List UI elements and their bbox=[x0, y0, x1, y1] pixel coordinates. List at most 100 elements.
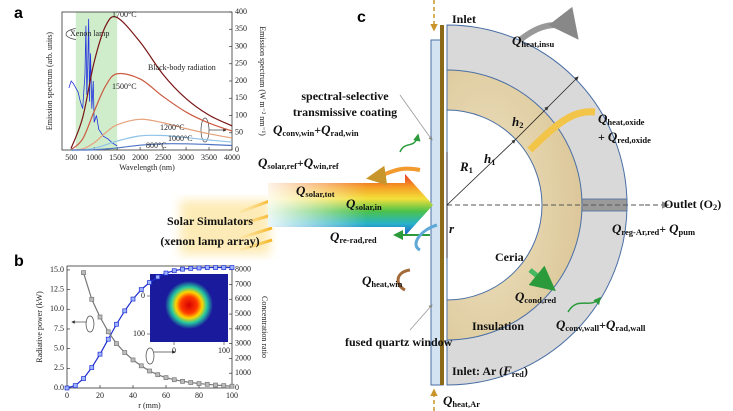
x-tick-label: 1500 bbox=[109, 153, 125, 162]
data-point bbox=[82, 377, 86, 381]
label-part: cond,red bbox=[524, 295, 556, 305]
data-point bbox=[82, 271, 86, 275]
figure: abc5001000150020002500300035004000050100… bbox=[0, 0, 733, 411]
data-point bbox=[172, 269, 176, 273]
x-tick-label: 500 bbox=[65, 153, 77, 162]
diagram-label: Qheat,win bbox=[362, 273, 403, 289]
data-point bbox=[214, 383, 218, 387]
diagram-label: + Qred,oxide bbox=[598, 129, 651, 145]
data-point bbox=[205, 266, 209, 270]
diagram-label: Outlet (O2) bbox=[664, 197, 721, 212]
y2-axis-label: Concentration ratio bbox=[260, 296, 269, 358]
reactor bbox=[180, 0, 668, 411]
win-arrow bbox=[400, 135, 418, 152]
data-point bbox=[90, 366, 94, 370]
label-part: h bbox=[484, 151, 491, 166]
y2-axis-label: Emission spectrum (W m⁻² nm⁻¹) bbox=[258, 26, 267, 136]
diagram-label: spectral-selective bbox=[301, 89, 389, 103]
label-part: red,oxide bbox=[617, 135, 651, 145]
label-part: ) bbox=[524, 364, 528, 378]
x-tick-label: 20 bbox=[96, 391, 104, 400]
y-tick-label: 10.0 bbox=[50, 304, 64, 313]
x-tick-label: 80 bbox=[195, 391, 203, 400]
y2-tick-label: 150 bbox=[235, 93, 247, 102]
label-part: solar,tot bbox=[305, 189, 334, 199]
y2-tick-label: 250 bbox=[235, 59, 247, 68]
label-part: 1 bbox=[491, 157, 495, 167]
data-point bbox=[197, 266, 201, 270]
x-axis-label: r (mm) bbox=[138, 401, 161, 410]
x-tick-label: 40 bbox=[129, 391, 137, 400]
data-point bbox=[181, 267, 185, 271]
data-point bbox=[164, 271, 168, 275]
label-part: red bbox=[512, 369, 524, 379]
y2-tick-label: 1000 bbox=[235, 368, 251, 377]
x-tick-label: 0 bbox=[65, 391, 69, 400]
y-tick-label: 12.5 bbox=[50, 284, 64, 293]
y-tick-label: 15.0 bbox=[50, 265, 64, 274]
label-part: transmissive coating bbox=[293, 105, 397, 119]
diagram-label: Insulation bbox=[472, 319, 524, 333]
series-label: 1200°C bbox=[160, 123, 185, 132]
series-label: 1700°C bbox=[112, 10, 137, 19]
data-point bbox=[98, 352, 102, 356]
label-part: (xenon lamp array) bbox=[160, 234, 259, 248]
label-part: rad,wall bbox=[615, 323, 646, 333]
data-point bbox=[131, 297, 135, 301]
y2-tick-label: 350 bbox=[235, 24, 247, 33]
y2-tick-label: 0 bbox=[235, 145, 239, 154]
label-part: Ceria bbox=[495, 250, 524, 264]
diagram-label: Qconv,win+Qrad,win bbox=[273, 122, 359, 138]
label-part: Inlet bbox=[452, 12, 476, 26]
data-point bbox=[222, 384, 226, 388]
label-part: heat,oxide bbox=[607, 117, 644, 127]
label-part: win,ref bbox=[313, 161, 339, 171]
x-tick-label: 60 bbox=[162, 391, 170, 400]
y2-tick-label: 8000 bbox=[235, 265, 251, 274]
y2-tick-label: 7000 bbox=[235, 279, 251, 288]
panel-label: c bbox=[357, 9, 366, 26]
label-part: conv,wall bbox=[565, 323, 599, 333]
data-point bbox=[164, 376, 168, 380]
data-point bbox=[123, 351, 127, 355]
y-tick-label: 2.5 bbox=[54, 363, 64, 372]
label-part: h bbox=[512, 114, 519, 129]
diagram-label: (xenon lamp array) bbox=[160, 234, 259, 248]
label-part: R bbox=[459, 159, 469, 174]
data-point bbox=[115, 342, 119, 346]
label-part: 1 bbox=[469, 165, 473, 175]
x-tick-label: 100 bbox=[226, 391, 238, 400]
x-tick-label: 3500 bbox=[201, 153, 217, 162]
y2-tick-label: 0 bbox=[235, 383, 239, 392]
panel-label: a bbox=[14, 5, 23, 22]
diagram-label: fused quartz window bbox=[345, 335, 453, 349]
y2-tick-label: 4000 bbox=[235, 324, 251, 333]
diagram-label: Qheat,oxide bbox=[598, 111, 645, 127]
data-point bbox=[73, 384, 77, 388]
label-part: solar,ref bbox=[267, 161, 297, 171]
x-tick-label: 3000 bbox=[178, 153, 194, 162]
data-point bbox=[90, 297, 94, 301]
data-point bbox=[222, 266, 226, 270]
diagram-label: transmissive coating bbox=[293, 105, 397, 119]
label-part: + bbox=[659, 222, 669, 236]
x-tick-label: 4000 bbox=[224, 153, 240, 162]
label-part: Insulation bbox=[472, 319, 524, 333]
data-point bbox=[106, 330, 110, 334]
inset-spot bbox=[165, 281, 213, 329]
label-part: spectral-selective bbox=[301, 89, 389, 103]
x-tick-label: 1000 bbox=[86, 153, 102, 162]
diagram-label: Qheat,insu bbox=[512, 33, 554, 49]
data-point bbox=[181, 379, 185, 383]
label-part: pum bbox=[678, 227, 695, 237]
label-part: heat,win bbox=[371, 279, 402, 289]
window-pointer bbox=[410, 305, 432, 330]
data-point bbox=[156, 373, 160, 377]
x-tick-label: 2000 bbox=[132, 153, 148, 162]
label-part: solar,in bbox=[355, 202, 382, 212]
y2-tick-label: 3000 bbox=[235, 338, 251, 347]
y-axis-label: Emission spectrum (arb. units) bbox=[45, 32, 54, 131]
y-tick-label: 0.0 bbox=[54, 383, 64, 392]
diagram-label: Solar Simulators bbox=[167, 214, 253, 228]
series-label: 1000°C bbox=[168, 134, 193, 143]
